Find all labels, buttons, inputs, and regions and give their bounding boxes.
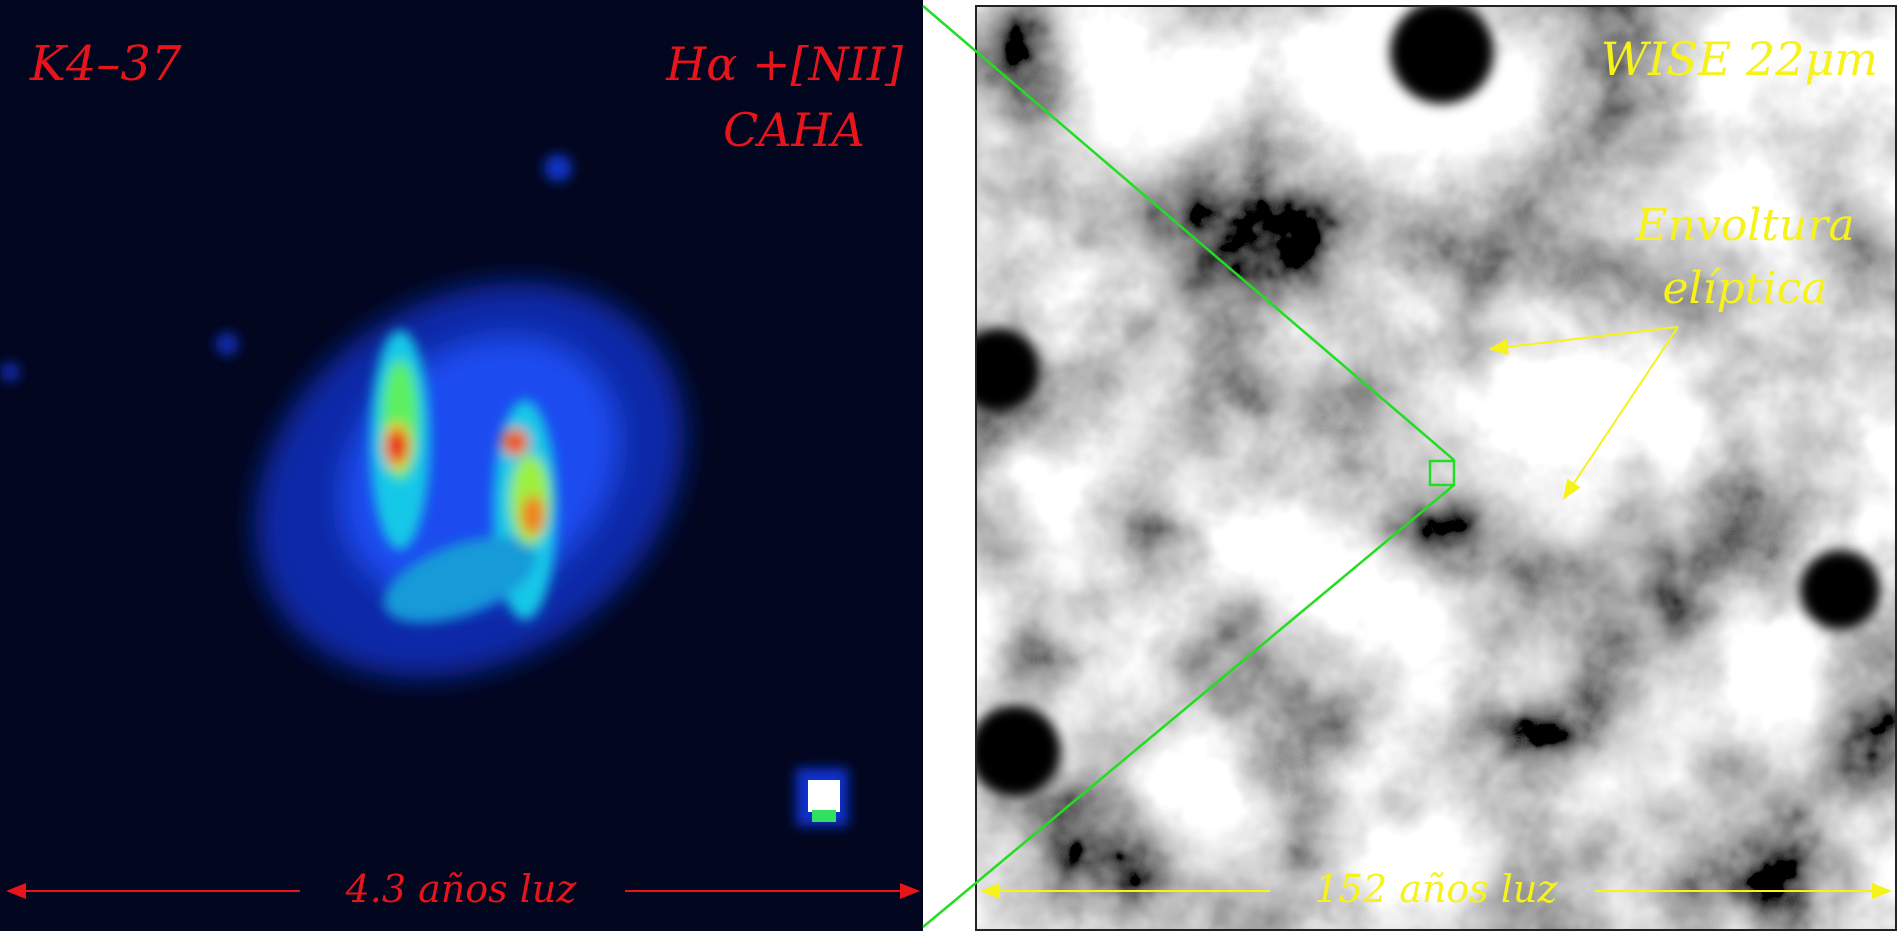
zoom-box <box>1428 459 1456 487</box>
annotation-label: elíptica <box>1663 263 1828 314</box>
observatory-label: CAHA <box>723 103 865 157</box>
zoom-line <box>922 5 1455 461</box>
annotation-label: Envoltura <box>1634 200 1854 251</box>
halpha-image <box>0 0 923 931</box>
instrument-label: WISE 22μm <box>1601 32 1878 86</box>
scale-label: 152 años luz <box>1315 867 1559 911</box>
annotation-arrow <box>1562 326 1679 500</box>
filter-label: Hα +[NII] <box>665 37 903 91</box>
panel-frame <box>975 5 1897 931</box>
wise-image <box>976 6 1896 930</box>
zoom-line <box>922 484 1455 928</box>
annotation-arrow <box>1488 326 1679 355</box>
scale-label: 4.3 años luz <box>345 867 578 911</box>
object-label: K4–37 <box>29 36 182 92</box>
